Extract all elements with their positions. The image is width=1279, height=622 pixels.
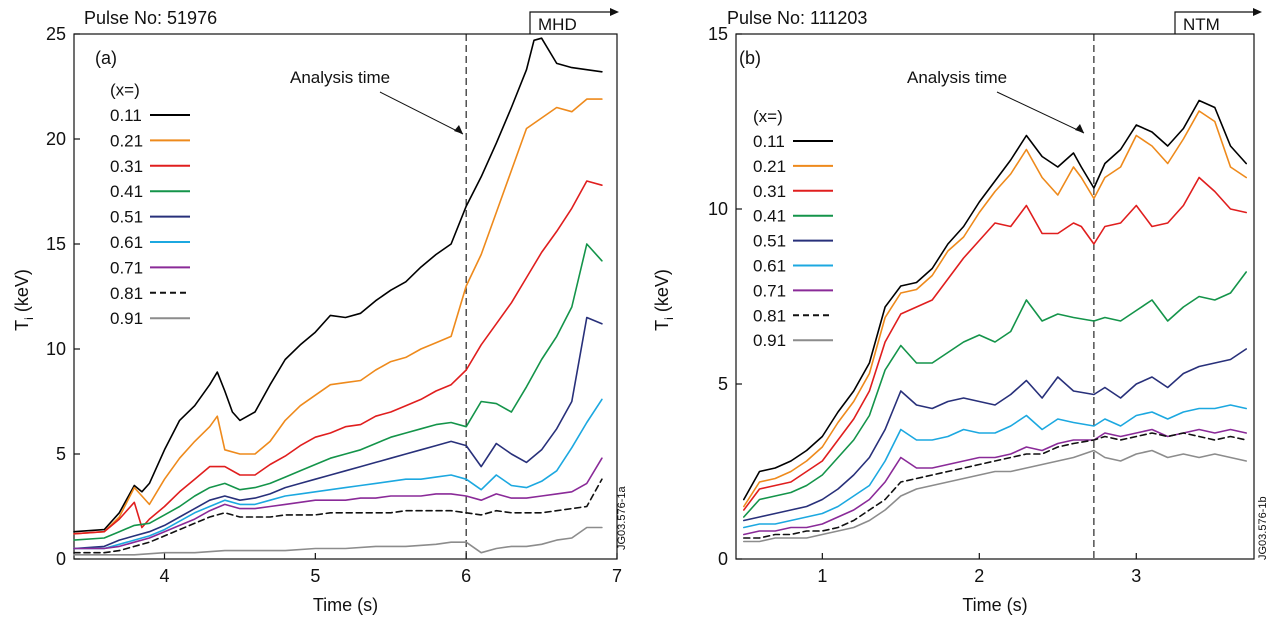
x-tick-label: 5 bbox=[310, 566, 320, 586]
legend-label: 0.91 bbox=[753, 331, 786, 350]
x-axis-title: Time (s) bbox=[313, 595, 378, 615]
series-line-0.31 bbox=[742, 176, 1247, 511]
series-line-0.51 bbox=[742, 348, 1247, 522]
plot-frame bbox=[735, 33, 1255, 560]
figure-code: JG03.576-1b bbox=[1257, 496, 1269, 560]
pulse-number: Pulse No: 51976 bbox=[84, 8, 217, 28]
legend-label: 0.71 bbox=[110, 258, 143, 277]
y-axis-symbol: T bbox=[652, 320, 672, 331]
y-axis-unit: (keV) bbox=[12, 269, 32, 317]
y-tick-label: 10 bbox=[46, 339, 66, 359]
y-tick-label: 0 bbox=[56, 549, 66, 569]
regime-arrow bbox=[529, 11, 610, 34]
legend-label: 0.21 bbox=[110, 131, 143, 150]
legend-label: 0.51 bbox=[110, 208, 143, 227]
y-tick-label: 25 bbox=[46, 24, 66, 44]
legend-label: 0.11 bbox=[110, 106, 142, 125]
chart-panel-a: 4 5 6 7 0 5 10 15 20 25 Time (s) Ti (keV) Pulse No: … bbox=[12, 8, 628, 615]
legend-label: 0.81 bbox=[753, 306, 786, 325]
y-axis-title: Ti (keV) bbox=[12, 269, 36, 331]
series-line-0.91 bbox=[73, 526, 603, 556]
x-tick-label: 3 bbox=[1131, 566, 1141, 586]
series-line-0.21 bbox=[73, 98, 603, 535]
series-line-0.91 bbox=[742, 449, 1247, 543]
annotation-arrowhead bbox=[454, 125, 463, 134]
legend-label: 0.61 bbox=[110, 233, 143, 252]
figure-code: JG03.576-1a bbox=[616, 486, 628, 550]
y-tick-label: 15 bbox=[46, 234, 66, 254]
series-line-0.81 bbox=[742, 432, 1247, 539]
y-tick-label: 15 bbox=[708, 24, 728, 44]
y-tick-label: 20 bbox=[46, 129, 66, 149]
analysis-time-label: Analysis time bbox=[290, 68, 390, 87]
series-line-0.61 bbox=[73, 398, 603, 550]
x-tick-label: 1 bbox=[817, 566, 827, 586]
series-line-0.71 bbox=[73, 457, 603, 550]
y-tick-label: 5 bbox=[56, 444, 66, 464]
legend-label: 0.51 bbox=[753, 232, 786, 251]
x-axis-title: Time (s) bbox=[962, 595, 1027, 615]
y-tick-label: 5 bbox=[718, 374, 728, 394]
regime-arrowhead bbox=[1253, 8, 1262, 16]
legend-label: 0.41 bbox=[110, 182, 143, 201]
legend-label: 0.71 bbox=[753, 281, 786, 300]
series-line-0.11 bbox=[73, 37, 603, 533]
series-line-0.11 bbox=[742, 99, 1247, 501]
annotation-arrowhead bbox=[1075, 124, 1084, 133]
chart-panel-b: 1 2 3 0 5 10 15 Time (s) Ti (keV) Pulse No: 11120… bbox=[652, 8, 1269, 615]
y-axis-subscript: i bbox=[22, 317, 36, 320]
legend-label: 0.91 bbox=[110, 309, 143, 328]
analysis-time-label: Analysis time bbox=[907, 68, 1007, 87]
annotation-pointer bbox=[996, 91, 1085, 134]
y-tick-label: 0 bbox=[718, 549, 728, 569]
y-axis-symbol: T bbox=[12, 320, 32, 331]
legend-header: (x=) bbox=[110, 81, 140, 100]
series-line-0.51 bbox=[73, 316, 603, 550]
series-line-0.61 bbox=[742, 404, 1247, 529]
pulse-number: Pulse No: 111203 bbox=[727, 8, 867, 28]
regime-label: NTM bbox=[1183, 15, 1220, 34]
series-line-0.81 bbox=[73, 478, 603, 554]
x-tick-label: 7 bbox=[612, 566, 622, 586]
panel-label: (b) bbox=[739, 48, 761, 68]
legend-label: 0.11 bbox=[753, 132, 785, 151]
legend-label: 0.31 bbox=[110, 157, 143, 176]
y-tick-label: 10 bbox=[708, 199, 728, 219]
annotation-pointer bbox=[379, 91, 464, 135]
x-tick-label: 2 bbox=[974, 566, 984, 586]
plot-frame bbox=[73, 33, 618, 560]
series-line-0.21 bbox=[742, 110, 1247, 508]
x-tick-label: 6 bbox=[461, 566, 471, 586]
x-tick-label: 4 bbox=[159, 566, 169, 586]
series-line-0.71 bbox=[742, 428, 1247, 536]
series-line-0.31 bbox=[73, 180, 603, 535]
series-line-0.41 bbox=[742, 271, 1247, 518]
legend-label: 0.21 bbox=[753, 157, 786, 176]
legend-label: 0.81 bbox=[110, 284, 143, 303]
regime-arrowhead bbox=[610, 8, 619, 16]
legend-label: 0.31 bbox=[753, 182, 786, 201]
regime-label: MHD bbox=[538, 15, 577, 34]
y-axis-title: Ti (keV) bbox=[652, 269, 676, 331]
legend-header: (x=) bbox=[753, 107, 783, 126]
legend-label: 0.61 bbox=[753, 257, 786, 276]
series-line-0.41 bbox=[73, 243, 603, 541]
panel-label: (a) bbox=[95, 48, 117, 68]
legend-label: 0.41 bbox=[753, 207, 786, 226]
regime-arrow bbox=[1174, 11, 1253, 34]
y-axis-subscript: i bbox=[662, 317, 676, 320]
y-axis-unit: (keV) bbox=[652, 269, 672, 317]
